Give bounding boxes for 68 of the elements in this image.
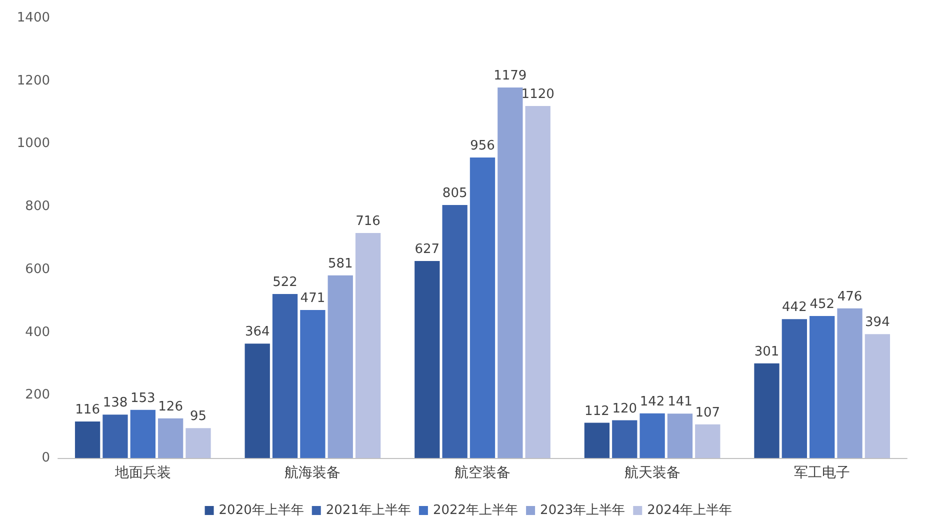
bar [328, 275, 353, 458]
y-tick-label: 0 [42, 450, 50, 466]
bar [810, 316, 835, 458]
data-label: 141 [668, 394, 692, 410]
data-label: 1179 [494, 68, 527, 84]
x-tick-label: 航天装备 [624, 465, 680, 481]
data-label: 522 [272, 274, 298, 290]
data-label: 107 [695, 405, 720, 420]
bar [272, 294, 298, 458]
y-tick-label: 800 [25, 199, 50, 214]
data-label: 95 [190, 409, 207, 424]
data-label: 1120 [521, 87, 554, 102]
data-label: 142 [640, 394, 665, 410]
data-label: 581 [328, 256, 353, 272]
bar [695, 424, 720, 458]
data-label: 138 [102, 396, 128, 411]
bar [414, 260, 440, 458]
data-label: 116 [75, 402, 100, 418]
bar [498, 87, 523, 458]
bar [837, 308, 862, 458]
bar [584, 422, 610, 458]
bar [186, 428, 211, 458]
data-label: 627 [414, 242, 440, 257]
bar [470, 158, 496, 458]
x-tick-label: 航空装备 [454, 465, 510, 481]
legend-label: 2022年上半年 [432, 503, 518, 518]
bar [74, 422, 100, 458]
bar [355, 232, 381, 458]
data-label: 126 [158, 399, 183, 414]
bar [158, 418, 184, 458]
bar [782, 319, 808, 458]
data-label: 442 [782, 300, 807, 316]
x-tick-label: 航海装备 [284, 465, 341, 481]
legend-label: 2020年上半年 [218, 503, 304, 518]
data-label: 452 [810, 296, 835, 312]
bar [244, 344, 270, 458]
bar [640, 413, 665, 458]
data-label: 153 [130, 390, 156, 406]
y-tick-label: 1200 [16, 73, 50, 88]
bar [130, 410, 156, 458]
data-label: 476 [837, 289, 862, 304]
y-tick-label: 600 [25, 262, 50, 277]
data-label: 301 [754, 344, 780, 360]
y-tick-label: 200 [25, 388, 50, 403]
y-tick-label: 1000 [16, 136, 50, 152]
legend-label: 2024年上半年 [647, 503, 732, 518]
bar [442, 205, 468, 458]
legend-label: 2021年上半年 [326, 503, 411, 518]
x-tick-label: 地面兵装 [114, 465, 171, 481]
data-label: 364 [244, 324, 270, 340]
bar [612, 420, 638, 458]
y-tick-label: 400 [25, 324, 50, 340]
x-tick-label: 军工电子 [794, 465, 850, 481]
data-label: 716 [356, 214, 380, 229]
data-label: 956 [470, 138, 495, 154]
data-label: 112 [584, 404, 610, 419]
bar [102, 414, 128, 458]
data-label: 471 [300, 290, 326, 306]
legend-label: 2023年上半年 [540, 503, 626, 518]
bar [300, 310, 326, 458]
bar [667, 414, 693, 458]
bar [864, 334, 890, 458]
bar [754, 363, 780, 458]
data-label: 120 [612, 401, 638, 416]
y-tick-label: 1400 [16, 10, 50, 26]
data-label: 805 [442, 186, 468, 201]
bar [525, 106, 550, 458]
data-label: 394 [865, 315, 890, 330]
